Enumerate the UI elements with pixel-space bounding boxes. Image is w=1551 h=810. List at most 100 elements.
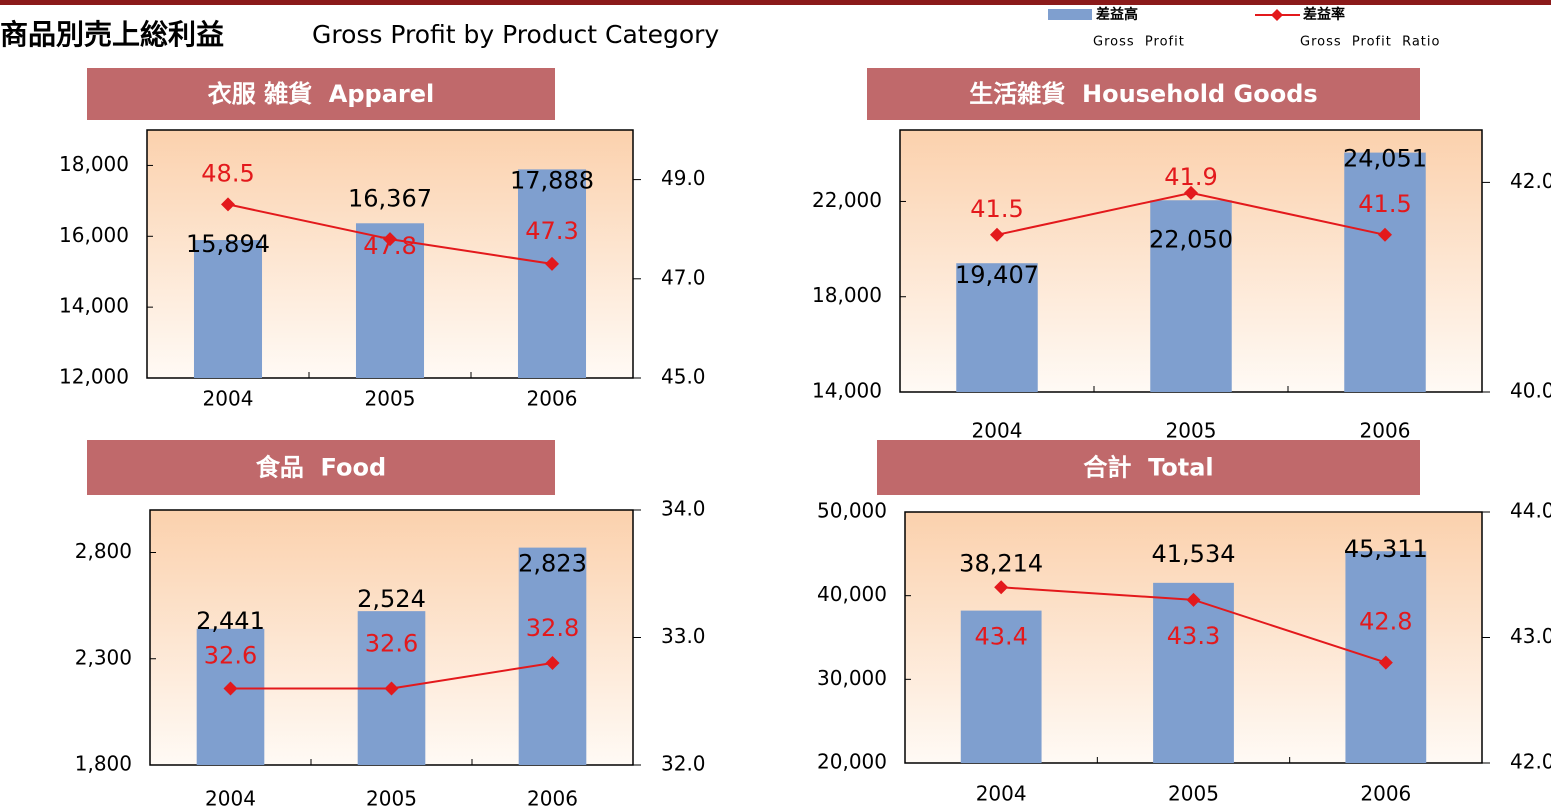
ratio-value-label: 41.9 — [1164, 163, 1217, 191]
y2-tick-label: 43.0 — [1510, 624, 1551, 648]
bar — [956, 263, 1038, 392]
x-tick-label: 2006 — [1360, 782, 1411, 806]
ratio-value-label: 43.4 — [974, 622, 1027, 650]
y2-tick-label: 40.0 — [1510, 379, 1551, 403]
bar — [1150, 200, 1232, 392]
chart-banner — [867, 68, 1420, 120]
y-tick-label: 18,000 — [812, 283, 882, 307]
x-tick-label: 2006 — [1360, 419, 1411, 443]
y-tick-label: 2,300 — [75, 645, 132, 669]
ratio-marker — [221, 197, 235, 212]
y-tick-label: 16,000 — [59, 223, 129, 247]
bar — [960, 610, 1042, 763]
ratio-marker — [545, 256, 559, 271]
y2-tick-label: 33.0 — [661, 624, 706, 648]
chart: 衣服 雑貨 Apparel 12,000 14,000 16,000 18,000 45.… — [59, 68, 706, 411]
top-rule — [0, 0, 1551, 5]
y-tick-label: 1,800 — [75, 752, 132, 776]
chart: 合計 Total 20,000 30,000 40,000 50,000 42.0 43.0… — [817, 440, 1551, 806]
x-tick-label: 2006 — [527, 387, 578, 411]
y-tick-label: 18,000 — [59, 152, 129, 176]
y-tick-label: 12,000 — [59, 365, 129, 389]
ratio-marker — [1378, 227, 1392, 242]
x-tick-label: 2005 — [365, 387, 416, 411]
chart-banner — [87, 68, 555, 120]
ratio-marker — [223, 681, 238, 696]
bar-value-label: 24,051 — [1343, 145, 1427, 173]
x-tick-label: 2004 — [972, 419, 1023, 443]
chart-title: 合計 Total — [1083, 454, 1213, 482]
bar — [193, 240, 263, 378]
y2-tick-label: 49.0 — [661, 166, 706, 190]
legend-label: Gross Profit Ratio — [1300, 35, 1440, 50]
chart-banner — [87, 440, 555, 495]
bar-value-label: 38,214 — [959, 550, 1043, 578]
ratio-value-label: 47.3 — [525, 217, 578, 245]
x-tick-label: 2006 — [527, 787, 578, 810]
bar-value-label: 17,888 — [510, 166, 594, 194]
bar-value-label: 22,050 — [1149, 225, 1233, 253]
x-tick-label: 2004 — [203, 387, 254, 411]
x-tick-label: 2004 — [205, 787, 256, 810]
page-subtitle: Gross Profit by Product Category — [312, 20, 719, 49]
y-tick-label: 14,000 — [812, 379, 882, 403]
bar-value-label: 41,534 — [1152, 540, 1236, 568]
y2-tick-label: 47.0 — [661, 265, 706, 289]
legend: 差益高 Gross Profit 差益率 Gross Profit Ratio — [1048, 6, 1440, 50]
bar-value-label: 2,441 — [196, 607, 265, 635]
chart: 食品 Food 1,800 2,300 2,800 32.0 33.0 34.0 2004 20… — [75, 440, 706, 810]
charts: 衣服 雑貨 Apparel 12,000 14,000 16,000 18,000 45.… — [59, 68, 1551, 810]
ratio-marker — [994, 580, 1009, 595]
y-tick-label: 14,000 — [59, 294, 129, 318]
page-title: 商品別売上総利益 — [0, 18, 224, 51]
bar-value-label: 2,823 — [518, 550, 587, 578]
y-tick-label: 2,800 — [75, 539, 132, 563]
x-tick-label: 2005 — [366, 787, 417, 810]
legend-label: Gross Profit — [1093, 35, 1185, 50]
y-tick-label: 22,000 — [812, 188, 882, 212]
y2-tick-label: 42.0 — [1510, 750, 1551, 774]
x-tick-label: 2005 — [1168, 782, 1219, 806]
ratio-marker — [990, 227, 1004, 242]
x-tick-label: 2005 — [1166, 419, 1217, 443]
bar-value-label: 16,367 — [348, 184, 432, 212]
ratio-marker — [1186, 592, 1201, 607]
chart-title: 食品 Food — [256, 454, 386, 482]
bar-value-label: 15,894 — [186, 230, 270, 258]
ratio-marker — [383, 232, 397, 247]
y-tick-label: 40,000 — [817, 582, 887, 606]
bar — [196, 628, 265, 765]
bar-value-label: 19,407 — [955, 261, 1039, 289]
bar-value-label: 45,311 — [1344, 535, 1428, 563]
legend-name: 差益率 — [1303, 6, 1345, 23]
chart: 生活雑貨 Household Goods 14,000 18,000 22,000 40… — [812, 68, 1551, 443]
ratio-value-label: 43.3 — [1167, 622, 1220, 650]
ratio-value-label: 32.6 — [204, 642, 257, 670]
ratio-marker — [384, 681, 399, 696]
bar — [1153, 582, 1234, 763]
bar-value-label: 2,524 — [357, 585, 426, 613]
ratio-value-label: 48.5 — [201, 159, 254, 187]
chart-title: 衣服 雑貨 Apparel — [208, 80, 435, 108]
y-tick-label: 30,000 — [817, 666, 887, 690]
ratio-value-label: 32.6 — [365, 630, 418, 658]
bar — [517, 169, 587, 378]
ratio-value-label: 42.8 — [1359, 608, 1412, 636]
x-tick-label: 2004 — [976, 782, 1027, 806]
legend-name: 差益高 — [1096, 6, 1138, 23]
bar — [1344, 152, 1426, 392]
legend-marker — [1271, 9, 1283, 21]
y-tick-label: 20,000 — [817, 750, 887, 774]
ratio-marker — [1378, 655, 1393, 670]
ratio-marker — [545, 656, 560, 670]
ratio-marker — [1184, 185, 1198, 200]
ratio-value-label: 41.5 — [970, 195, 1023, 223]
legend-swatch — [1048, 9, 1092, 20]
bar — [355, 223, 425, 378]
y2-tick-label: 42.0 — [1510, 169, 1551, 193]
ratio-value-label: 41.5 — [1358, 190, 1411, 218]
y2-tick-label: 45.0 — [661, 365, 706, 389]
ratio-value-label: 47.8 — [363, 232, 416, 260]
y2-tick-label: 32.0 — [661, 752, 706, 776]
